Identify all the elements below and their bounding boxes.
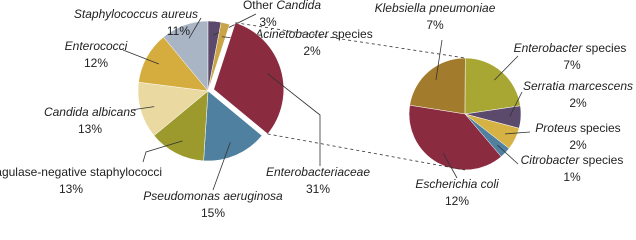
leader-line — [130, 106, 155, 111]
slice-label: Pseudomonas aeruginosa — [143, 189, 283, 203]
pie-slice — [408, 104, 502, 171]
slice-value-label: 2% — [569, 96, 587, 110]
leader-line — [122, 49, 160, 65]
slice-label: Candida albicans — [44, 105, 136, 119]
slice-value-label: 13% — [78, 122, 102, 136]
leader-line — [442, 152, 458, 179]
slice-label: Enterobacteriaceae — [266, 165, 370, 179]
slice-value-label: 7% — [426, 18, 444, 32]
slice-label: Citrobacter species — [521, 153, 624, 167]
pie-slice — [213, 22, 285, 135]
pie-slice — [137, 81, 209, 136]
leader-line — [509, 91, 523, 117]
slice-label: Coagulase-negative staphylococci — [0, 165, 162, 179]
pie-slice — [138, 36, 209, 92]
slice-value-label: 2% — [569, 138, 587, 152]
slice-label: Klebsiella pneumoniae — [375, 1, 496, 15]
slice-label: Proteus species — [535, 121, 620, 135]
leader-line — [494, 55, 519, 81]
slice-value-label: 12% — [445, 194, 469, 208]
pie-slice — [203, 90, 263, 162]
slice-value-label: 31% — [306, 182, 330, 196]
slice-value-label: 7% — [563, 58, 581, 72]
leader-line — [142, 140, 183, 163]
slice-value-label: 3% — [259, 15, 277, 29]
slice-value-label: 1% — [563, 170, 581, 184]
leader-line — [267, 73, 321, 166]
slice-label: Escherichia coli — [415, 177, 499, 191]
slice-label: Staphylococcus aureus — [74, 7, 198, 21]
pie-slice — [207, 21, 230, 92]
leader-line — [188, 17, 202, 39]
leader-line — [497, 144, 519, 165]
pie-slice — [153, 90, 209, 162]
connector-line — [235, 22, 466, 59]
slice-label: Enterobacter species — [514, 41, 627, 55]
slice-label: Serratia marcescens — [523, 79, 633, 93]
leader-line — [505, 131, 531, 135]
slice-label: Enterococci — [65, 39, 128, 53]
slice-value-label: 13% — [59, 182, 83, 196]
leader-line — [435, 39, 443, 80]
pie-slice — [409, 57, 466, 115]
slice-value-label: 15% — [201, 206, 225, 220]
chart: Staphylococcus aureus 11% Other Candida 3%A… — [0, 0, 633, 220]
slice-label: Other Candida — [243, 0, 321, 12]
pie-slice — [464, 57, 521, 115]
leader-line — [212, 142, 231, 191]
slice-value-label: 12% — [84, 56, 108, 70]
slice-value-label: 2% — [303, 44, 321, 58]
slice-label: Acinetobacter species — [254, 27, 372, 41]
slice-value-label: 11% — [167, 24, 190, 38]
